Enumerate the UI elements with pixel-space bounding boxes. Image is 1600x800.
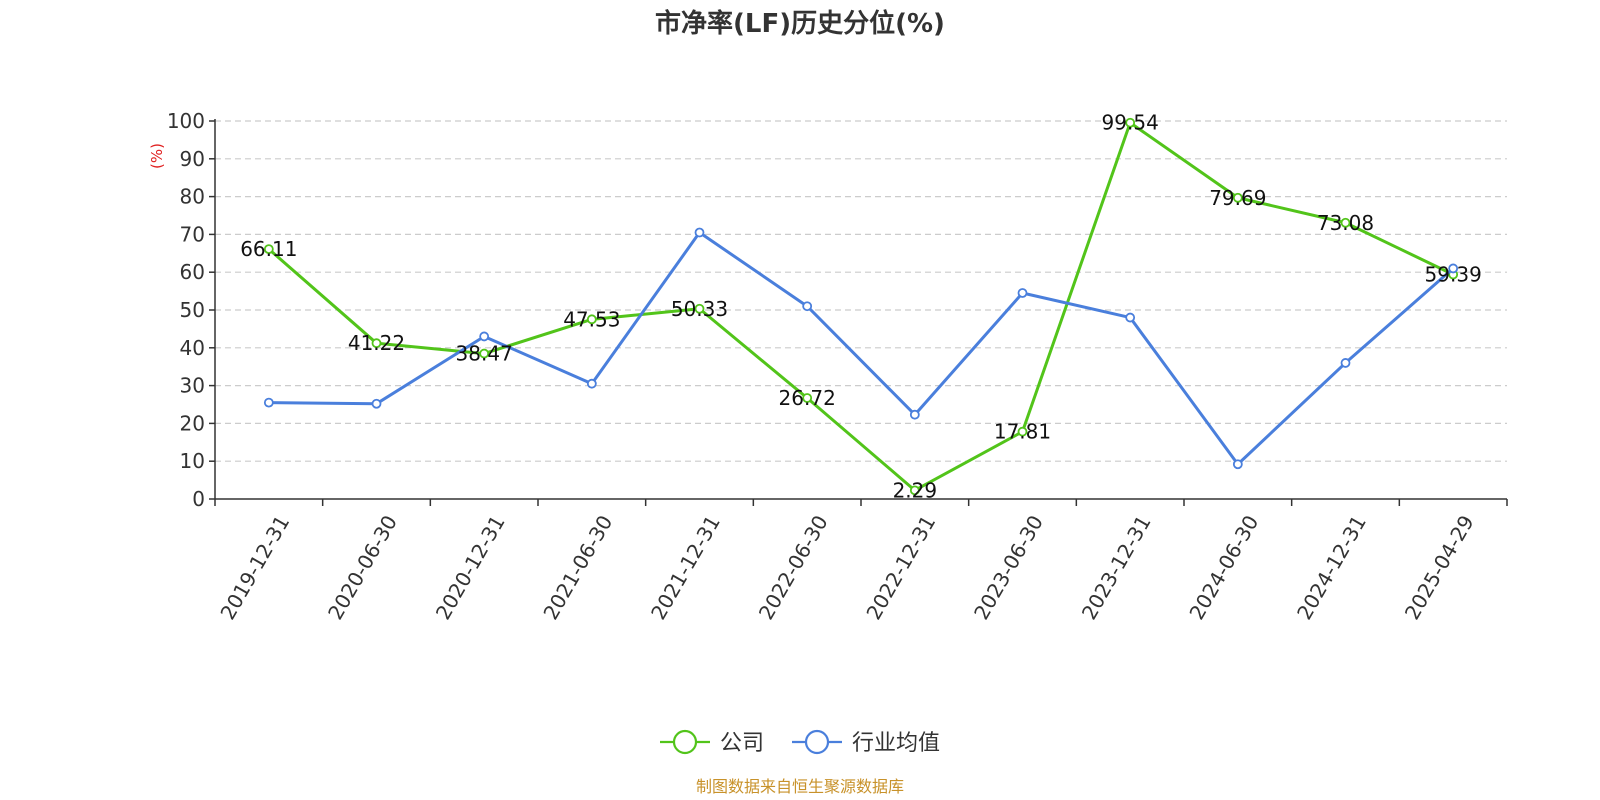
y-tick-label: 20 xyxy=(180,411,205,435)
data-label: 59.39 xyxy=(1425,263,1482,287)
data-label: 66.11 xyxy=(240,237,297,261)
x-tick-label: 2023-06-30 xyxy=(969,511,1048,624)
data-point[interactable] xyxy=(1125,117,1136,128)
data-label: 17.81 xyxy=(994,420,1051,444)
series xyxy=(263,117,1459,496)
data-label: 2.29 xyxy=(893,478,938,502)
y-tick-label: 80 xyxy=(180,185,205,209)
data-point[interactable] xyxy=(1232,459,1243,470)
data-point[interactable] xyxy=(1340,217,1351,228)
data-point[interactable] xyxy=(909,409,920,420)
data-labels: 66.11 41.22 38.47 47.53 50.33 26.72 2.29 17.81 9… xyxy=(240,111,1482,503)
data-point[interactable] xyxy=(586,378,597,389)
series-line-0 xyxy=(267,121,1454,492)
legend-label: 行业均值 xyxy=(852,731,940,756)
data-label: 38.47 xyxy=(456,342,513,366)
data-point[interactable] xyxy=(694,303,705,314)
legend-marker xyxy=(804,729,830,755)
data-label: 26.72 xyxy=(779,386,836,410)
legend-item-1[interactable]: 行业均值 xyxy=(792,729,940,756)
data-point[interactable] xyxy=(371,338,382,349)
data-point[interactable] xyxy=(263,397,274,408)
data-label: 41.22 xyxy=(348,331,405,355)
data-point[interactable] xyxy=(802,301,813,312)
y-tick-label: 30 xyxy=(180,374,205,398)
axes: 0 10 20 30 40 50 60 70 80 90 100 2019-12-31 2020-06-… xyxy=(167,109,1508,624)
data-label: 50.33 xyxy=(671,297,728,321)
legend-label: 公司 xyxy=(720,731,764,756)
x-tick-label: 2022-12-31 xyxy=(861,511,940,624)
x-tick-label: 2023-12-31 xyxy=(1077,511,1156,624)
x-tick-label: 2020-12-31 xyxy=(431,511,510,624)
y-tick-label: 60 xyxy=(180,260,205,284)
data-point[interactable] xyxy=(371,398,382,409)
data-point[interactable] xyxy=(263,244,274,255)
x-tick-label: 2024-12-31 xyxy=(1292,511,1371,624)
x-tick-label: 2021-12-31 xyxy=(646,511,725,624)
chart-title: 市净率(LF)历史分位(%) xyxy=(655,8,945,39)
x-tick-label: 2022-06-30 xyxy=(754,511,833,624)
y-tick-label: 10 xyxy=(180,449,205,473)
data-point[interactable] xyxy=(1017,288,1028,298)
source-note: 制图数据来自恒生聚源数据库 xyxy=(696,777,904,796)
grid xyxy=(215,120,1507,462)
x-tick-label: 2021-06-30 xyxy=(538,511,617,624)
data-point[interactable] xyxy=(909,485,920,496)
data-label: 73.08 xyxy=(1317,211,1374,235)
y-tick-label: 100 xyxy=(167,109,205,133)
x-tick-label: 2025-04-29 xyxy=(1400,511,1479,624)
y-tick-label: 90 xyxy=(180,147,205,171)
data-label: 99.54 xyxy=(1102,111,1159,135)
legend[interactable]: 公司 行业均值 xyxy=(660,729,940,756)
data-point[interactable] xyxy=(479,348,490,359)
y-tick-label: 40 xyxy=(180,336,205,360)
data-point[interactable] xyxy=(586,314,597,325)
y-tick-label: 70 xyxy=(180,222,205,246)
data-point[interactable] xyxy=(694,227,705,238)
data-label: 79.69 xyxy=(1209,186,1266,210)
legend-item-0[interactable]: 公司 xyxy=(660,729,764,756)
y-tick-label: 50 xyxy=(180,298,205,322)
y-axis-unit: (%) xyxy=(148,143,166,169)
data-point[interactable] xyxy=(1448,263,1459,274)
data-point[interactable] xyxy=(479,331,490,342)
x-tick-label: 2020-06-30 xyxy=(323,511,402,624)
data-point[interactable] xyxy=(1125,312,1136,323)
x-tick-label: 2019-12-31 xyxy=(215,511,294,624)
series-line-1 xyxy=(268,231,1455,466)
y-tick-label: 0 xyxy=(192,487,205,511)
data-point[interactable] xyxy=(802,393,813,403)
data-label: 47.53 xyxy=(563,307,620,331)
x-tick-label: 2024-06-30 xyxy=(1184,511,1263,624)
data-point[interactable] xyxy=(1017,426,1028,437)
legend-marker xyxy=(672,729,698,755)
data-point[interactable] xyxy=(1340,358,1351,368)
data-point[interactable] xyxy=(1232,192,1243,203)
